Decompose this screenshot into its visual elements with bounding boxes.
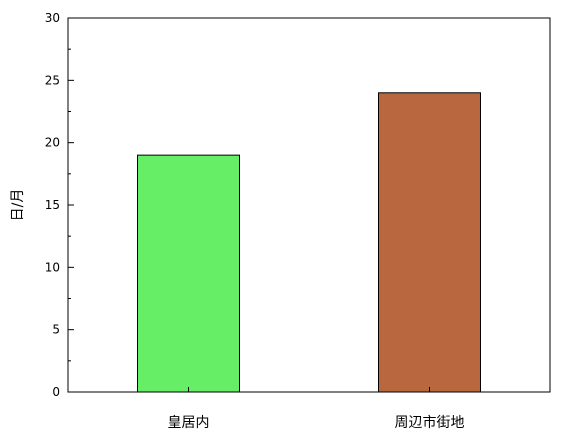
y-tick-label: 25 — [45, 73, 60, 87]
y-tick-label: 15 — [45, 198, 60, 212]
bar-2 — [378, 92, 481, 393]
y-axis-label: 日/月 — [10, 189, 26, 222]
y-tick-label: 30 — [45, 11, 60, 25]
y-tick-label: 10 — [45, 260, 60, 274]
y-axis: 0 5 10 15 20 25 30 — [45, 11, 74, 399]
x-tick-label: 皇居内 — [168, 415, 210, 431]
bars — [137, 92, 481, 393]
y-tick-label: 0 — [52, 385, 60, 399]
bar-1 — [137, 154, 240, 393]
x-axis: 皇居内 周辺市街地 — [168, 387, 465, 431]
x-tick-label: 周辺市街地 — [395, 414, 465, 431]
y-tick-label: 5 — [52, 323, 60, 337]
y-tick-label: 20 — [45, 136, 60, 150]
